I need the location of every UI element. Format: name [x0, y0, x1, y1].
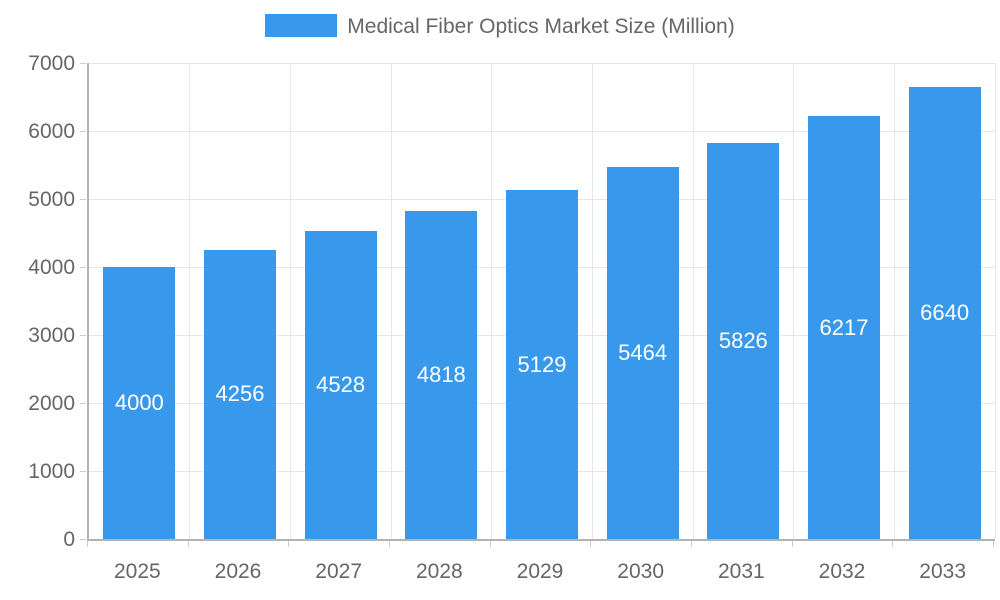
y-tick-5000: [80, 199, 86, 200]
x-tick-label-2027: 2027: [315, 560, 363, 583]
gridline-x-6: [692, 63, 694, 539]
legend: Medical Fiber Optics Market Size (Millio…: [0, 14, 1000, 37]
bar-value-label-2030: 5464: [618, 340, 668, 366]
y-tick-label-3000: 3000: [28, 324, 75, 347]
bar-2033[interactable]: 6640: [908, 87, 981, 539]
bar-value-label-2025: 4000: [114, 390, 164, 415]
y-tick-label-6000: 6000: [28, 120, 75, 143]
bar-value-label-2028: 4818: [416, 362, 466, 388]
gridline-x-1: [189, 63, 191, 539]
bar-2026[interactable]: 4256: [204, 249, 276, 539]
gridline-y-7000: [89, 62, 995, 64]
legend-swatch: [265, 14, 338, 37]
bar-value-label-2032: 6217: [819, 314, 869, 340]
bar-2027[interactable]: 4528: [304, 231, 377, 539]
x-tick-label-2026: 2026: [214, 560, 262, 583]
x-tick-7: [791, 541, 793, 547]
gridline-x-8: [893, 63, 895, 539]
x-tick-3: [389, 541, 390, 547]
y-tick-label-7000: 7000: [28, 52, 75, 75]
bar-2030[interactable]: 5464: [606, 167, 679, 539]
x-tick-label-2030: 2030: [617, 560, 665, 583]
gridline-y-6000: [89, 130, 995, 132]
y-tick-label-1000: 1000: [28, 460, 75, 483]
y-tick-label-0: 0: [63, 528, 75, 551]
x-tick-label-2025: 2025: [113, 560, 161, 583]
x-tick-0: [87, 541, 88, 547]
y-tick-2000: [80, 403, 86, 404]
y-tick-0: [80, 539, 86, 540]
bar-2031[interactable]: 5826: [707, 142, 780, 539]
bar-value-label-2031: 5826: [718, 327, 768, 353]
y-tick-3000: [80, 335, 86, 336]
x-tick-2: [288, 541, 290, 547]
y-tick-6000: [80, 131, 86, 132]
legend-item[interactable]: Medical Fiber Optics Market Size (Millio…: [265, 14, 735, 38]
bar-value-label-2029: 5129: [517, 351, 567, 377]
gridline-x-9: [994, 63, 996, 539]
x-tick-9: [993, 541, 994, 547]
bar-2025[interactable]: 4000: [103, 267, 176, 539]
x-tick-label-2029: 2029: [516, 560, 564, 583]
y-tick-label-5000: 5000: [28, 188, 75, 211]
legend-label: Medical Fiber Optics Market Size (Millio…: [347, 15, 735, 38]
bar-value-label-2033: 6640: [920, 300, 970, 326]
x-tick-6: [691, 541, 692, 547]
gridline-x-7: [793, 63, 795, 539]
y-tick-1000: [80, 471, 86, 472]
gridline-x-3: [390, 63, 392, 539]
gridline-x-4: [491, 63, 493, 539]
bar-value-label-2027: 4528: [316, 372, 366, 398]
x-tick-label-2032: 2032: [818, 560, 866, 583]
x-tick-label-2031: 2031: [717, 560, 765, 583]
plot-area: 4000 4256 4528 4818 5129 5464 5826 6217 6640: [87, 62, 996, 541]
x-tick-label-2033: 2033: [919, 560, 967, 583]
bar-value-label-2026: 4256: [215, 381, 265, 407]
y-tick-label-4000: 4000: [28, 256, 75, 279]
gridline-x-2: [289, 63, 291, 539]
x-tick-1: [187, 541, 189, 547]
x-tick-4: [489, 541, 491, 547]
bar-2029[interactable]: 5129: [506, 190, 578, 539]
x-tick-5: [590, 541, 592, 547]
gridline-x-5: [591, 63, 593, 539]
bar-2032[interactable]: 6217: [808, 116, 880, 539]
bar-2028[interactable]: 4818: [405, 211, 478, 539]
x-tick-8: [892, 541, 894, 547]
y-tick-4000: [80, 267, 86, 268]
x-tick-label-2028: 2028: [415, 560, 463, 583]
y-tick-7000: [80, 63, 86, 64]
y-tick-label-2000: 2000: [28, 392, 75, 415]
